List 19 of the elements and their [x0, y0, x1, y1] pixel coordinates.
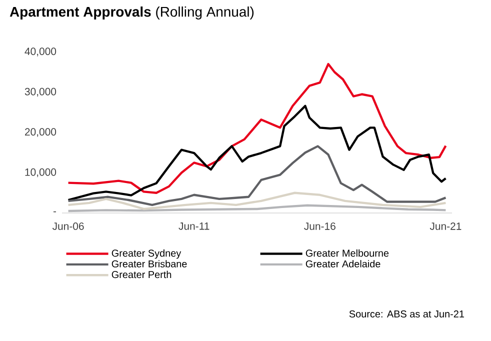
x-tick-label: Jun-16 [304, 222, 336, 230]
line-series [67, 62, 447, 194]
x-tick-label: Jun-21 [430, 222, 462, 230]
y-tick-label: 40,000 [24, 48, 56, 56]
source-note: Source: ABS as at Jun-21 [349, 310, 464, 318]
y-tick-label: 20,000 [25, 128, 56, 137]
line-series [67, 192, 447, 210]
x-tick-label: Jun-06 [52, 222, 84, 230]
y-tick-label: 30,000 [24, 88, 56, 97]
y-tick-label: 10,000 [25, 168, 56, 178]
legend-label: Greater Brisbane [112, 260, 187, 268]
y-tick-label: - [53, 211, 56, 212]
legend-label: Greater Perth [112, 270, 172, 278]
legend-label: Greater Sydney [112, 249, 182, 259]
legend-label: Greater Melbourne [306, 249, 389, 257]
line-series [67, 104, 447, 202]
chart-title: Apartment Approvals (Rolling Annual) [10, 6, 254, 20]
x-tick-label: Jun-11 [178, 222, 210, 230]
legend-label: Greater Adelaide [306, 260, 380, 268]
